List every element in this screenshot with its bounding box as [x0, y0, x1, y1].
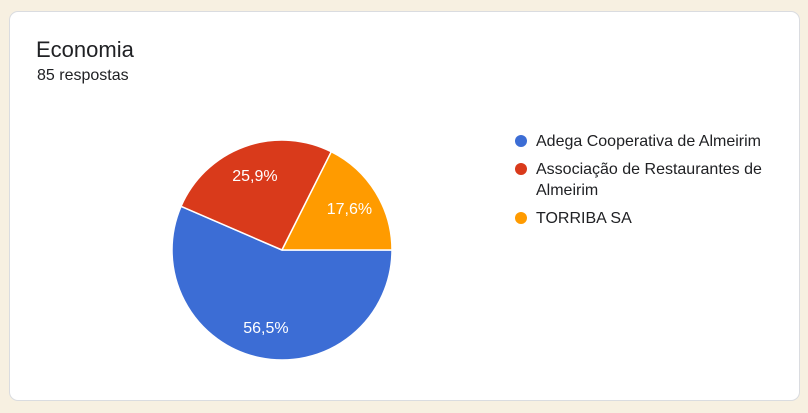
legend-item: Adega Cooperativa de Almeirim: [515, 131, 791, 152]
pie-slice: [171, 205, 393, 361]
pie-slice: [180, 139, 333, 251]
legend-label: TORRIBA SA: [536, 210, 632, 227]
legend-label: Adega Cooperativa de Almeirim: [536, 133, 762, 150]
chart-legend: Adega Cooperativa de Almeirim Associação…: [515, 131, 791, 236]
pie-slice: [281, 150, 393, 251]
legend-item: Associação de Restaurantes de Almeirim: [515, 159, 791, 201]
pie-slice-label: 56,5%: [243, 320, 288, 337]
results-summary-card: Economia 85 respostas 56,5% 25,9% 17,6% Ad…: [9, 11, 800, 401]
legend-color-dot-icon: [515, 163, 527, 175]
question-title: Economia: [36, 37, 134, 62]
pie-slice-label: 25,9%: [232, 168, 277, 185]
legend-color-dot-icon: [515, 212, 527, 224]
response-count: 85 respostas: [37, 67, 129, 84]
pie-chart: 56,5% 25,9% 17,6%: [171, 139, 393, 361]
pie-slice-label: 17,6%: [327, 201, 372, 218]
legend-label: Associação de Restaurantes de Almeirim: [536, 161, 762, 199]
legend-item: TORRIBA SA: [515, 208, 791, 229]
legend-color-dot-icon: [515, 135, 527, 147]
